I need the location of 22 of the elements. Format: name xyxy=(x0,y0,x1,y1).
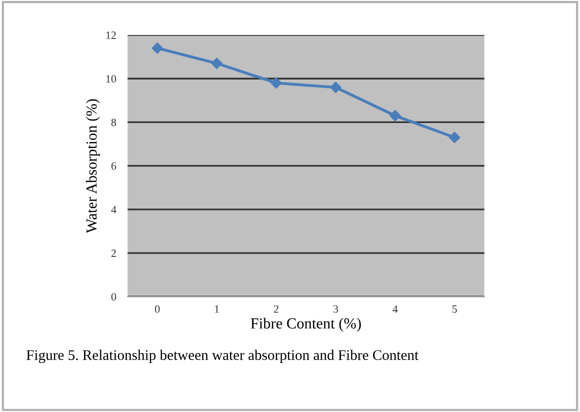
y-tick-label: 6 xyxy=(111,162,116,170)
point xyxy=(270,77,282,89)
point xyxy=(448,132,460,144)
x-tick-label: 2 xyxy=(274,305,278,313)
y-tick-label: 8 xyxy=(111,118,116,126)
x-tick-label: 1 xyxy=(214,305,219,313)
y-tick-label: 2 xyxy=(111,250,116,257)
y-tick-label: 4 xyxy=(111,206,116,214)
x-tick-label: 5 xyxy=(452,305,457,313)
y-tick-label: 10 xyxy=(106,75,116,83)
y-tick-label: 12 xyxy=(106,32,116,39)
point xyxy=(152,42,163,54)
y-tick-label: 0 xyxy=(111,293,116,301)
point xyxy=(211,58,222,69)
y-axis-title: Water Absorption (%) xyxy=(86,99,100,234)
x-axis-title: Fibre Content (%) xyxy=(250,318,361,332)
point xyxy=(330,82,342,93)
x-tick-label: 3 xyxy=(333,305,338,313)
x-tick-label: 4 xyxy=(392,305,398,313)
point xyxy=(390,110,401,122)
x-tick-label: 0 xyxy=(154,305,160,313)
caption: Figure 5. Relationship between water absorption and Fibre Content xyxy=(26,350,418,364)
